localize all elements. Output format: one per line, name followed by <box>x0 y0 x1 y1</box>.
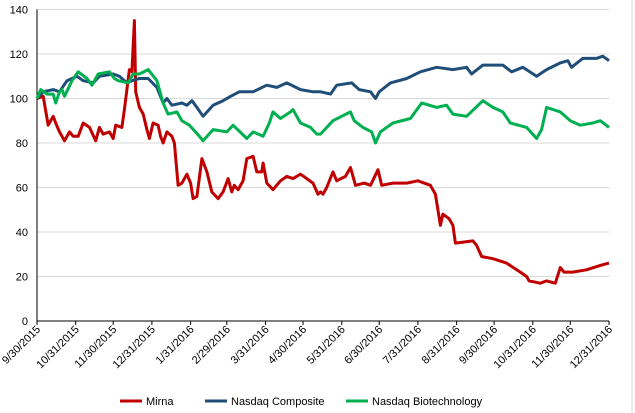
x-tick-label: 4/30/2016 <box>266 324 309 367</box>
legend-item: Nasdaq Biotechnology <box>346 396 483 408</box>
y-tick-label: 0 <box>22 316 28 328</box>
legend: Mirna Nasdaq Composite Nasdaq Biotechnolog… <box>120 396 483 408</box>
x-tick-label: 5/31/2016 <box>305 324 348 367</box>
x-tick-label: 1/31/2016 <box>154 324 197 367</box>
x-axis: 9/30/201510/31/201511/30/201512/31/20151… <box>0 9 615 371</box>
series-lines <box>35 19 610 285</box>
y-tick-label: 40 <box>16 227 28 239</box>
legend-item: Nasdaq Composite <box>205 396 325 408</box>
legend-label: Nasdaq Biotechnology <box>372 396 483 408</box>
x-tick-label: 3/31/2016 <box>229 324 272 367</box>
x-tick-label: 2/29/2016 <box>190 324 233 367</box>
legend-label: Nasdaq Composite <box>231 396 325 408</box>
y-tick-label: 100 <box>10 94 28 106</box>
y-axis: 0 20 40 60 80 100 120 140 <box>10 5 28 329</box>
y-tick-label: 80 <box>16 138 28 150</box>
series-line-nasdaq-biotechnology <box>35 68 610 145</box>
y-tick-label: 60 <box>16 183 28 195</box>
series-line-nasdaq-composite <box>35 54 610 118</box>
gridlines <box>37 9 609 277</box>
x-tick-label: 7/31/2016 <box>381 324 424 367</box>
legend-label: Mirna <box>146 396 174 408</box>
legend-item: Mirna <box>120 396 174 408</box>
y-tick-label: 140 <box>10 5 28 17</box>
x-tick-label: 6/30/2016 <box>342 324 385 367</box>
y-tick-label: 20 <box>16 272 28 284</box>
series-line-mirna <box>36 19 610 285</box>
x-tick-label: 8/31/2016 <box>420 324 463 367</box>
y-tick-label: 120 <box>10 49 28 61</box>
